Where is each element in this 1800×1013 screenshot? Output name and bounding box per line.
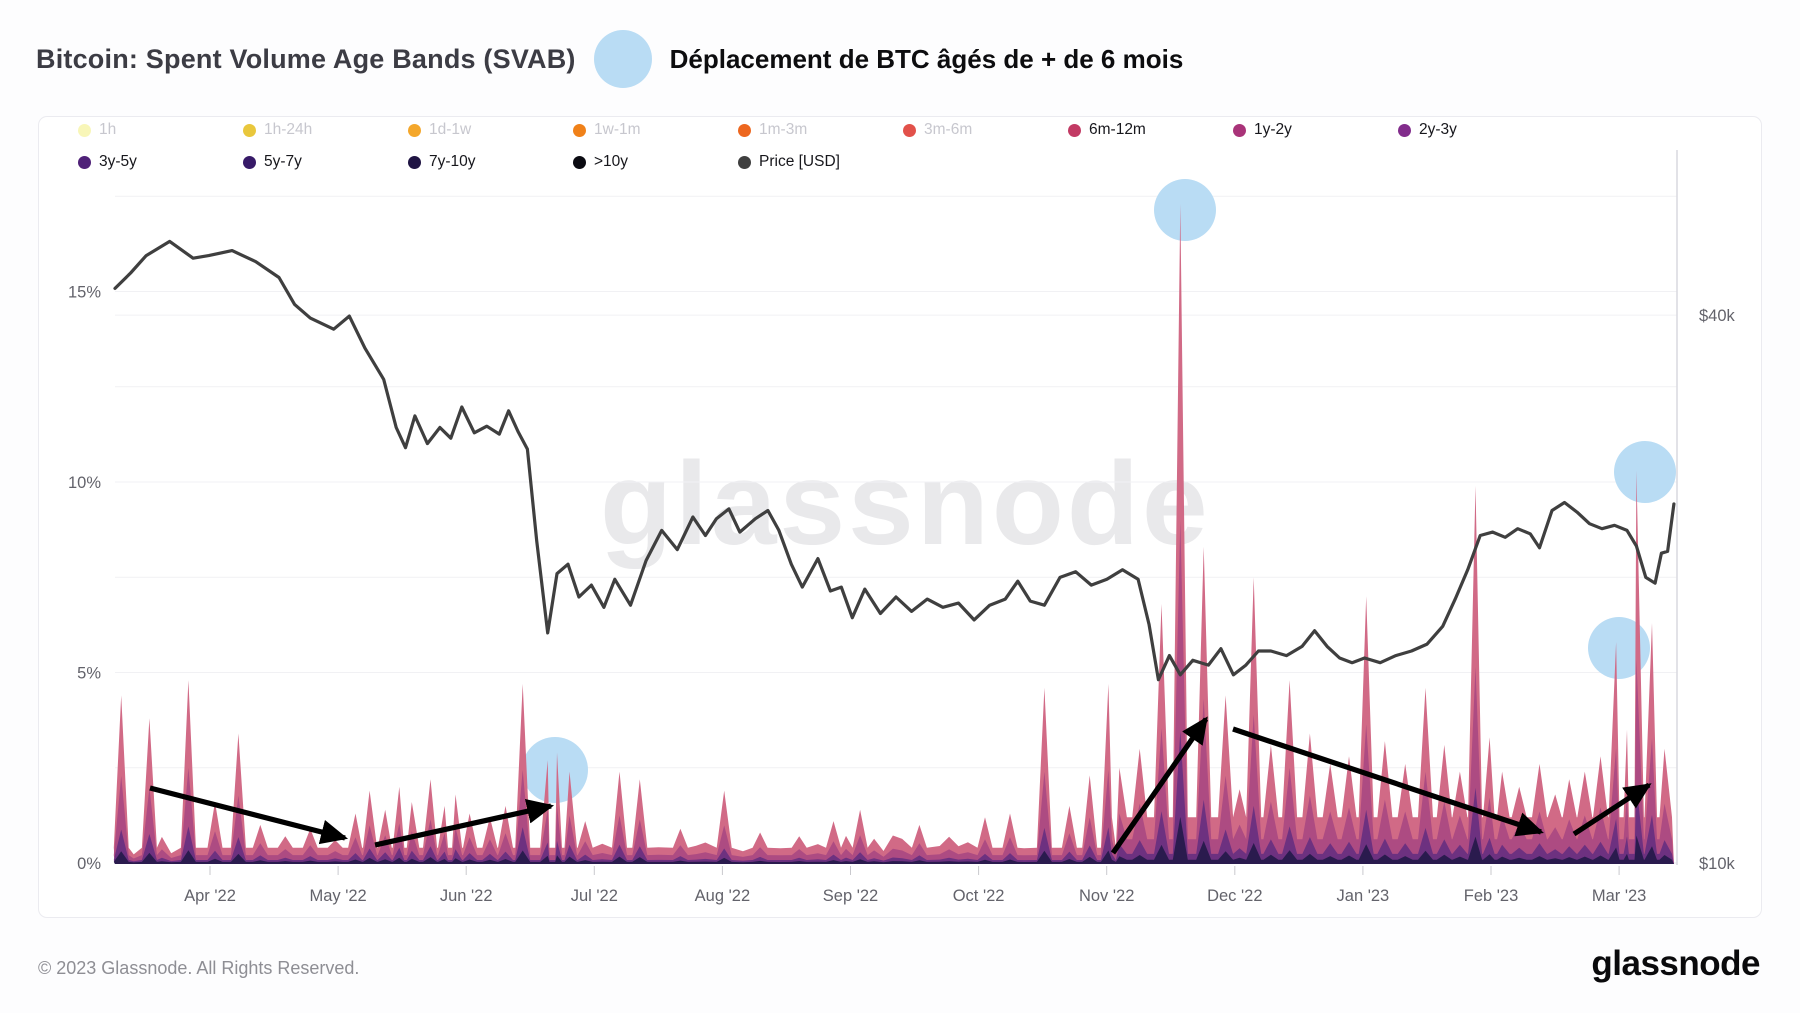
price-line (113, 239, 1676, 682)
legend-label: 5y-7y (264, 153, 302, 170)
legend-item-5y-7y[interactable]: 5y-7y (243, 153, 408, 171)
x-tick-label: Jul '22 (571, 887, 618, 905)
y-right-tick-label: $10k (1699, 855, 1736, 873)
highlight-circle-annotation (522, 737, 588, 803)
legend-item-7y-10y[interactable]: 7y-10y (408, 153, 573, 171)
legend-item-1h-24h[interactable]: 1h-24h (243, 121, 408, 139)
legend-row-2: 3y-5y 5y-7y 7y-10y >10y Price [USD] (78, 153, 903, 171)
legend-label: 1h-24h (264, 121, 313, 138)
legend-label: 2y-3y (1419, 121, 1457, 138)
legend-dot-icon (1233, 123, 1246, 137)
y-left-tick-label: 0% (77, 855, 101, 873)
legend-label: Price [USD] (759, 153, 840, 170)
legend-dot-icon (408, 123, 421, 137)
legend-item-1h[interactable]: 1h (78, 121, 243, 139)
svab-band-6m-12m (113, 203, 1674, 864)
highlight-circle-annotation (1154, 179, 1216, 241)
legend-item--10y[interactable]: >10y (573, 153, 738, 171)
arrow-annotation (1572, 782, 1652, 837)
annotation-circle-icon (593, 30, 652, 88)
svab-band-5y+ (113, 816, 1674, 864)
legend-label: 1y-2y (1254, 121, 1292, 138)
legend-dot-icon (573, 123, 586, 137)
y-left-tick-label: 10% (68, 474, 101, 492)
legend-dot-icon (573, 155, 586, 169)
legend-label: 3m-6m (924, 121, 973, 138)
legend-dot-icon (1398, 123, 1411, 137)
legend-label: 6m-12m (1089, 121, 1146, 138)
legend-dot-icon (903, 123, 916, 137)
x-tick-label: Feb '23 (1464, 887, 1519, 905)
legend-dot-icon (78, 123, 91, 137)
x-tick-label: Aug '22 (695, 887, 750, 905)
x-tick-label: Sep '22 (823, 887, 878, 905)
glassnode-logo: glassnode (1591, 944, 1760, 983)
legend-label: 1h (99, 121, 117, 138)
legend-row-1: 1h 1h-24h 1d-1w 1w-1m 1m-3m 3m-6m 6m-12m 1y-2y 2… (78, 121, 1563, 139)
arrow-annotation (1110, 716, 1209, 855)
y-left-tick-label: 5% (77, 665, 101, 683)
legend-label: 7y-10y (429, 153, 476, 170)
page-title: Bitcoin: Spent Volume Age Bands (SVAB) (36, 43, 576, 74)
legend-dot-icon (243, 123, 256, 137)
legend-item-1w-1m[interactable]: 1w-1m (573, 121, 738, 139)
highlight-circle-annotation (1614, 441, 1676, 503)
legend-item-price-usd-[interactable]: Price [USD] (738, 153, 903, 171)
svab-band-2y-5y (113, 731, 1674, 864)
legend-dot-icon (408, 155, 421, 169)
legend-dot-icon (78, 155, 91, 169)
legend-label: 3y-5y (99, 153, 137, 170)
legend-item-1y-2y[interactable]: 1y-2y (1233, 121, 1398, 139)
legend-item-1m-3m[interactable]: 1m-3m (738, 121, 903, 139)
header: Bitcoin: Spent Volume Age Bands (SVAB) D… (36, 30, 1183, 88)
legend-dot-icon (738, 123, 751, 137)
x-tick-label: Mar '23 (1592, 887, 1647, 905)
annotation-text: Déplacement de BTC âgés de + de 6 mois (669, 43, 1184, 74)
x-tick-label: May '22 (309, 887, 366, 905)
legend-label: 1d-1w (429, 121, 472, 138)
x-tick-label: Nov '22 (1079, 887, 1134, 905)
arrow-annotation (374, 798, 555, 848)
footer-copyright: © 2023 Glassnode. All Rights Reserved. (38, 958, 360, 978)
legend-item-1d-1w[interactable]: 1d-1w (408, 121, 573, 139)
legend-dot-icon (243, 155, 256, 169)
legend-label: 1m-3m (759, 121, 808, 138)
arrow-annotation (149, 785, 349, 845)
legend-item-3y-5y[interactable]: 3y-5y (78, 153, 243, 171)
y-left-tick-label: 15% (68, 284, 101, 302)
legend-item-6m-12m[interactable]: 6m-12m (1068, 121, 1233, 139)
legend-label: >10y (594, 153, 629, 170)
highlight-circle-annotation (1588, 617, 1650, 679)
x-tick-label: Jun '22 (440, 887, 493, 905)
x-tick-label: Dec '22 (1207, 887, 1262, 905)
x-tick-label: Oct '22 (953, 887, 1005, 905)
legend-dot-icon (738, 155, 751, 169)
arrow-annotation (1232, 726, 1544, 837)
x-tick-label: Jan '23 (1337, 887, 1390, 905)
x-tick-label: Apr '22 (184, 887, 236, 905)
y-right-tick-label: $40k (1699, 307, 1736, 325)
legend-item-3m-6m[interactable]: 3m-6m (903, 121, 1068, 139)
legend-label: 1w-1m (594, 121, 641, 138)
legend-item-2y-3y[interactable]: 2y-3y (1398, 121, 1563, 139)
legend-dot-icon (1068, 123, 1081, 137)
